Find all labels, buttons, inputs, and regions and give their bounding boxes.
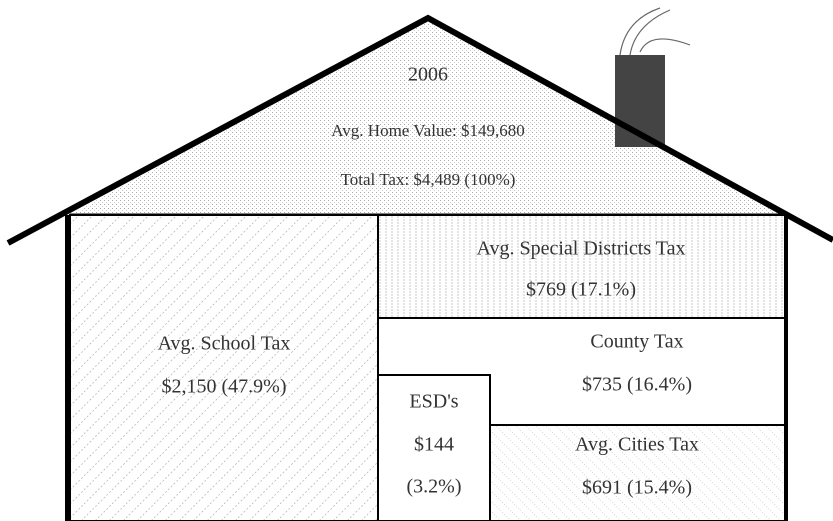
esd-share: (3.2%) xyxy=(407,476,462,498)
esd-label: ESD's xyxy=(409,391,458,413)
year: 2006 xyxy=(408,64,448,86)
special-label: Avg. Special Districts Tax xyxy=(477,238,686,260)
county-label: County Tax xyxy=(590,331,683,353)
esd-amount: $144 xyxy=(414,434,454,456)
smoke xyxy=(620,8,690,55)
cities-label: Avg. Cities Tax xyxy=(575,434,699,456)
roof: 2006 Avg. Home Value: $149,680 Total Tax… xyxy=(8,8,833,243)
special-amount: $769 (17.1%) xyxy=(526,279,636,301)
school-label: Avg. School Tax xyxy=(158,333,291,355)
cities-amount: $691 (15.4%) xyxy=(582,477,692,499)
home-value: Avg. Home Value: $149,680 xyxy=(331,121,524,140)
total-tax: Total Tax: $4,489 (100%) xyxy=(341,170,516,189)
school-amount: $2,150 (47.9%) xyxy=(162,376,287,398)
county-amount: $735 (16.4%) xyxy=(582,374,692,396)
tax-house: 2006 Avg. Home Value: $149,680 Total Tax… xyxy=(0,0,833,521)
